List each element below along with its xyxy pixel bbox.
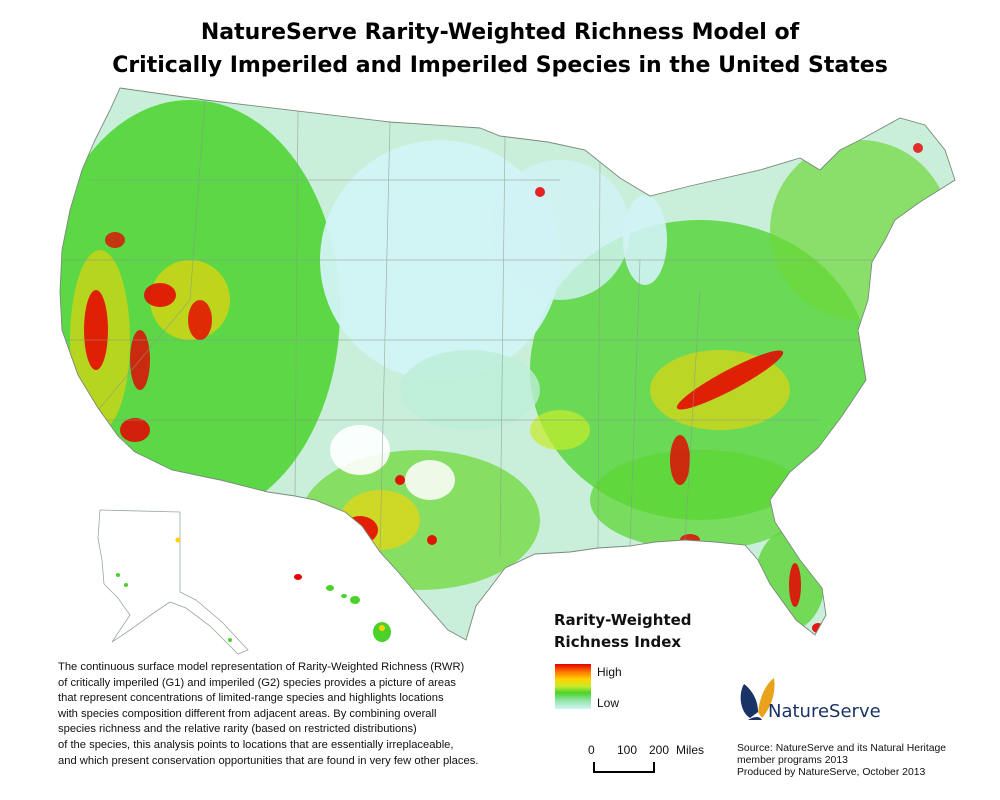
- molokai: [341, 594, 347, 598]
- west-texas-hotspot: [395, 475, 405, 485]
- oregon-hotspot: [105, 232, 125, 248]
- east-texas-hotspot: [427, 535, 437, 545]
- edwards-plateau-hotspot: [342, 516, 378, 544]
- butterfly-icon: [740, 678, 775, 720]
- hawaii-islands: [294, 574, 391, 642]
- description-line: of critically imperiled (G1) and imperil…: [58, 676, 456, 689]
- lake-michigan-area: [623, 195, 667, 285]
- description-line: that represent concentrations of limited…: [58, 692, 444, 705]
- legend-title: Rarity-Weighted Richness Index: [554, 609, 692, 653]
- natureserve-logo-text: NatureServe: [768, 701, 881, 722]
- kauai: [294, 574, 302, 580]
- big-island-hotspot: [379, 625, 385, 631]
- scale-unit-label: Miles: [676, 743, 705, 757]
- alaska-land: [97, 509, 249, 655]
- source-line: Produced by NatureServe, October 2013: [737, 767, 926, 778]
- legend-high-label: High: [597, 665, 622, 679]
- big-island: [373, 622, 391, 642]
- northeast-green-band: [770, 140, 950, 320]
- state-boundaries: [60, 99, 900, 556]
- west-texas-white: [405, 460, 455, 500]
- minnesota-hotspot: [535, 187, 545, 197]
- alaska-spot: [228, 638, 232, 642]
- map-title: NatureServe Rarity-Weighted Richness Mod…: [0, 16, 1000, 82]
- california-coast-hotspot: [84, 290, 108, 370]
- description-line: species richness and the relative rarity…: [58, 723, 417, 736]
- alaska-spot: [124, 583, 128, 587]
- description-line: with species composition different from …: [58, 707, 437, 720]
- oahu: [326, 585, 334, 591]
- description-line: of the species, this analysis points to …: [58, 738, 454, 751]
- source-credits: Source: NatureServe and its Natural Heri…: [737, 743, 997, 779]
- scale-label-zero: 0: [588, 743, 595, 757]
- southern-california-hotspot: [120, 418, 150, 442]
- alaska-spot: [116, 573, 120, 577]
- alabama-hotspot: [670, 435, 690, 485]
- legend-low-label: Low: [597, 696, 620, 710]
- description-text: The continuous surface model representat…: [58, 660, 528, 769]
- legend-title-line-1: Rarity-Weighted: [554, 611, 692, 629]
- ozark-yellow: [530, 410, 590, 450]
- scale-label-mid: 100: [617, 743, 638, 757]
- scale-label-max: 200: [649, 743, 670, 757]
- title-line-2: Critically Imperiled and Imperiled Speci…: [112, 53, 888, 78]
- conus-land: [59, 87, 956, 641]
- upper-midwest-low: [490, 160, 630, 300]
- southeast-green-band: [590, 450, 810, 550]
- legend-title-line-2: Richness Index: [554, 633, 682, 651]
- great-basin-hotspot: [144, 283, 176, 307]
- kansas-low: [400, 350, 540, 430]
- florida-keys-hotspot: [812, 623, 824, 633]
- description-line: and which present conservation opportuni…: [58, 754, 479, 767]
- alaska-hotspot: [175, 537, 181, 543]
- legend-color-ramp: [555, 664, 591, 709]
- maui: [350, 596, 360, 604]
- new-mexico-white: [330, 425, 390, 475]
- nevada-hotspot: [188, 300, 212, 340]
- description-line: The continuous surface model representat…: [58, 661, 465, 673]
- title-line-1: NatureServe Rarity-Weighted Richness Mod…: [200, 20, 800, 45]
- central-florida-hotspot: [789, 563, 801, 607]
- scale-bar: [593, 762, 655, 773]
- source-line: member programs 2013: [737, 755, 848, 766]
- appalachian-hotspot: [676, 350, 784, 410]
- maine-hotspot: [913, 143, 923, 153]
- source-line: Source: NatureServe and its Natural Heri…: [737, 743, 947, 754]
